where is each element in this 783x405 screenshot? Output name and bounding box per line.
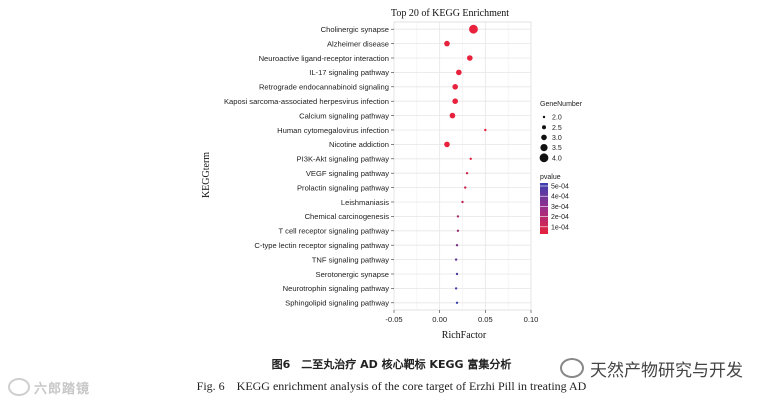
y-tick-label: Neuroactive ligand-receptor interaction — [259, 54, 389, 63]
plot-grid — [393, 21, 532, 311]
data-point — [469, 157, 472, 160]
y-axis-title: KEGGterm — [201, 152, 212, 198]
data-point — [449, 112, 456, 119]
x-tick-label: -0.05 — [385, 315, 402, 324]
data-point — [456, 229, 460, 232]
data-point — [454, 258, 458, 261]
size-legend-label: 2.0 — [552, 115, 562, 122]
pvalue-legend-label: 2e-04 — [551, 214, 569, 221]
x-axis-title: RichFactor — [442, 330, 487, 341]
y-tick-label: PI3K-Akt signaling pathway — [297, 155, 390, 164]
x-tick-label: 0.00 — [432, 315, 447, 324]
data-point — [456, 215, 460, 218]
data-point — [455, 244, 459, 247]
y-tick-label: Chemical carcinogenesis — [305, 212, 390, 221]
chart-title: Top 20 of KEGG Enrichment — [391, 8, 509, 19]
watermark-right-text: 天然产物研究与开发 — [590, 361, 743, 381]
x-tick-labels: -0.05 0.00 0.05 0.10 — [385, 310, 538, 324]
gene-number-legend-title: GeneNumber — [540, 101, 583, 108]
y-tick-label: Nicotine addiction — [329, 140, 389, 149]
y-tick-label: Calcium signaling pathway — [299, 111, 389, 120]
y-tick-label: Leishmaniasis — [341, 198, 389, 207]
y-tick-label: Serotonergic synapse — [316, 270, 389, 279]
kegg-chart: Top 20 of KEGG Enrichment Cholinergic sy… — [201, 8, 583, 341]
size-legend-dot — [541, 134, 547, 141]
data-point — [467, 55, 473, 61]
x-tick-label: 0.05 — [478, 315, 493, 324]
size-legend-label: 4.0 — [552, 155, 562, 162]
data-point — [469, 24, 478, 34]
data-point — [452, 84, 458, 90]
y-tick-labels: Cholinergic synapse Alzheimer disease Neur… — [224, 25, 394, 308]
x-tick-label: 0.10 — [524, 315, 539, 324]
data-point — [444, 141, 450, 148]
data-point — [455, 301, 459, 304]
y-tick-label: T cell receptor signaling pathway — [279, 227, 390, 236]
gene-number-legend: GeneNumber 2.0 2.5 3.0 3.5 4.0 — [539, 101, 583, 163]
watermark-left: 六郎踏镜 — [8, 378, 90, 397]
data-points — [444, 24, 487, 304]
watermark-left-text: 六郎踏镜 — [34, 382, 91, 397]
y-tick-label: TNF signaling pathway — [312, 255, 389, 264]
size-legend-label: 2.5 — [552, 125, 562, 132]
data-point — [444, 40, 450, 47]
pvalue-legend-title: pvalue — [540, 174, 561, 181]
data-point — [456, 69, 462, 76]
size-legend-dot — [542, 125, 546, 130]
size-legend-dot — [542, 115, 546, 119]
data-point — [461, 200, 464, 204]
pvalue-legend-label: 5e-04 — [551, 184, 569, 191]
figure-caption-zh: 图6 二至丸治疗 AD 核心靶标 KEGG 富集分析 — [271, 358, 512, 371]
size-legend-dot — [539, 153, 549, 163]
y-tick-label: Prolactin signaling pathway — [297, 183, 389, 192]
watermark-logo-icon — [8, 378, 30, 396]
wechat-icon — [560, 358, 584, 378]
y-tick-label: Retrograde endocannabinoid signaling — [259, 83, 389, 92]
pvalue-legend-label: 1e-04 — [551, 224, 569, 231]
data-point — [465, 172, 469, 175]
data-point — [455, 272, 459, 276]
figure-caption-en: Fig. 6 KEGG enrichment analysis of the c… — [196, 379, 587, 393]
pvalue-legend: pvalue 5e-04 4e-04 3e-04 2e-04 1e-04 — [540, 174, 569, 234]
size-legend-label: 3.0 — [552, 135, 562, 142]
y-tick-label: IL-17 signaling pathway — [309, 68, 389, 77]
y-tick-label: Neurotrophin signaling pathway — [283, 284, 390, 293]
data-point — [454, 287, 458, 290]
y-tick-label: VEGF signaling pathway — [306, 169, 389, 178]
data-point — [452, 98, 458, 104]
watermark-right: 天然产物研究与开发 — [560, 356, 743, 381]
y-tick-label: Kaposi sarcoma-associated herpesvirus in… — [224, 97, 389, 106]
y-tick-label: Cholinergic synapse — [321, 25, 389, 34]
y-tick-label: C-type lectin receptor signaling pathway — [254, 241, 389, 250]
size-legend-dot — [540, 144, 548, 152]
size-legend-label: 3.5 — [552, 145, 562, 152]
data-point — [484, 128, 487, 132]
y-tick-label: Human cytomegalovirus infection — [277, 126, 389, 135]
y-tick-label: Alzheimer disease — [327, 39, 389, 48]
pvalue-legend-label: 4e-04 — [551, 194, 569, 201]
data-point — [464, 186, 467, 189]
pvalue-legend-label: 3e-04 — [551, 204, 569, 211]
pvalue-colorbar — [540, 183, 548, 234]
y-tick-label: Sphingolipid signaling pathway — [285, 299, 389, 308]
